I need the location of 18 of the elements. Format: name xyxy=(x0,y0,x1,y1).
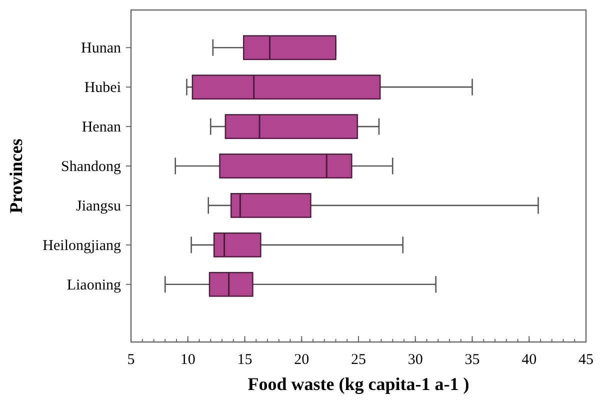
x-tick-label: 25 xyxy=(351,352,366,368)
x-tick-label: 5 xyxy=(127,352,135,368)
x-tick-label: 15 xyxy=(237,352,252,368)
y-axis-title: Provinces xyxy=(6,138,26,214)
x-tick-label: 30 xyxy=(408,352,423,368)
y-tick-label: Henan xyxy=(82,120,122,136)
x-tick-label: 10 xyxy=(180,352,196,368)
x-tick-label: 40 xyxy=(522,352,537,368)
y-tick-label: Jiangsu xyxy=(76,198,122,214)
y-tick-label: Liaoning xyxy=(66,277,122,294)
x-tick-label: 20 xyxy=(294,352,310,368)
y-tick-label: Shandong xyxy=(61,159,122,175)
y-tick-label: Hunan xyxy=(81,40,122,57)
y-tick-label: Hubei xyxy=(84,80,121,96)
x-tick-label: 35 xyxy=(464,352,480,368)
x-axis-title: Food waste (kg capita-1 a-1 ) xyxy=(248,374,470,394)
y-tick-label: Heilongjiang xyxy=(42,238,122,254)
x-tick-label: 45 xyxy=(578,352,594,368)
